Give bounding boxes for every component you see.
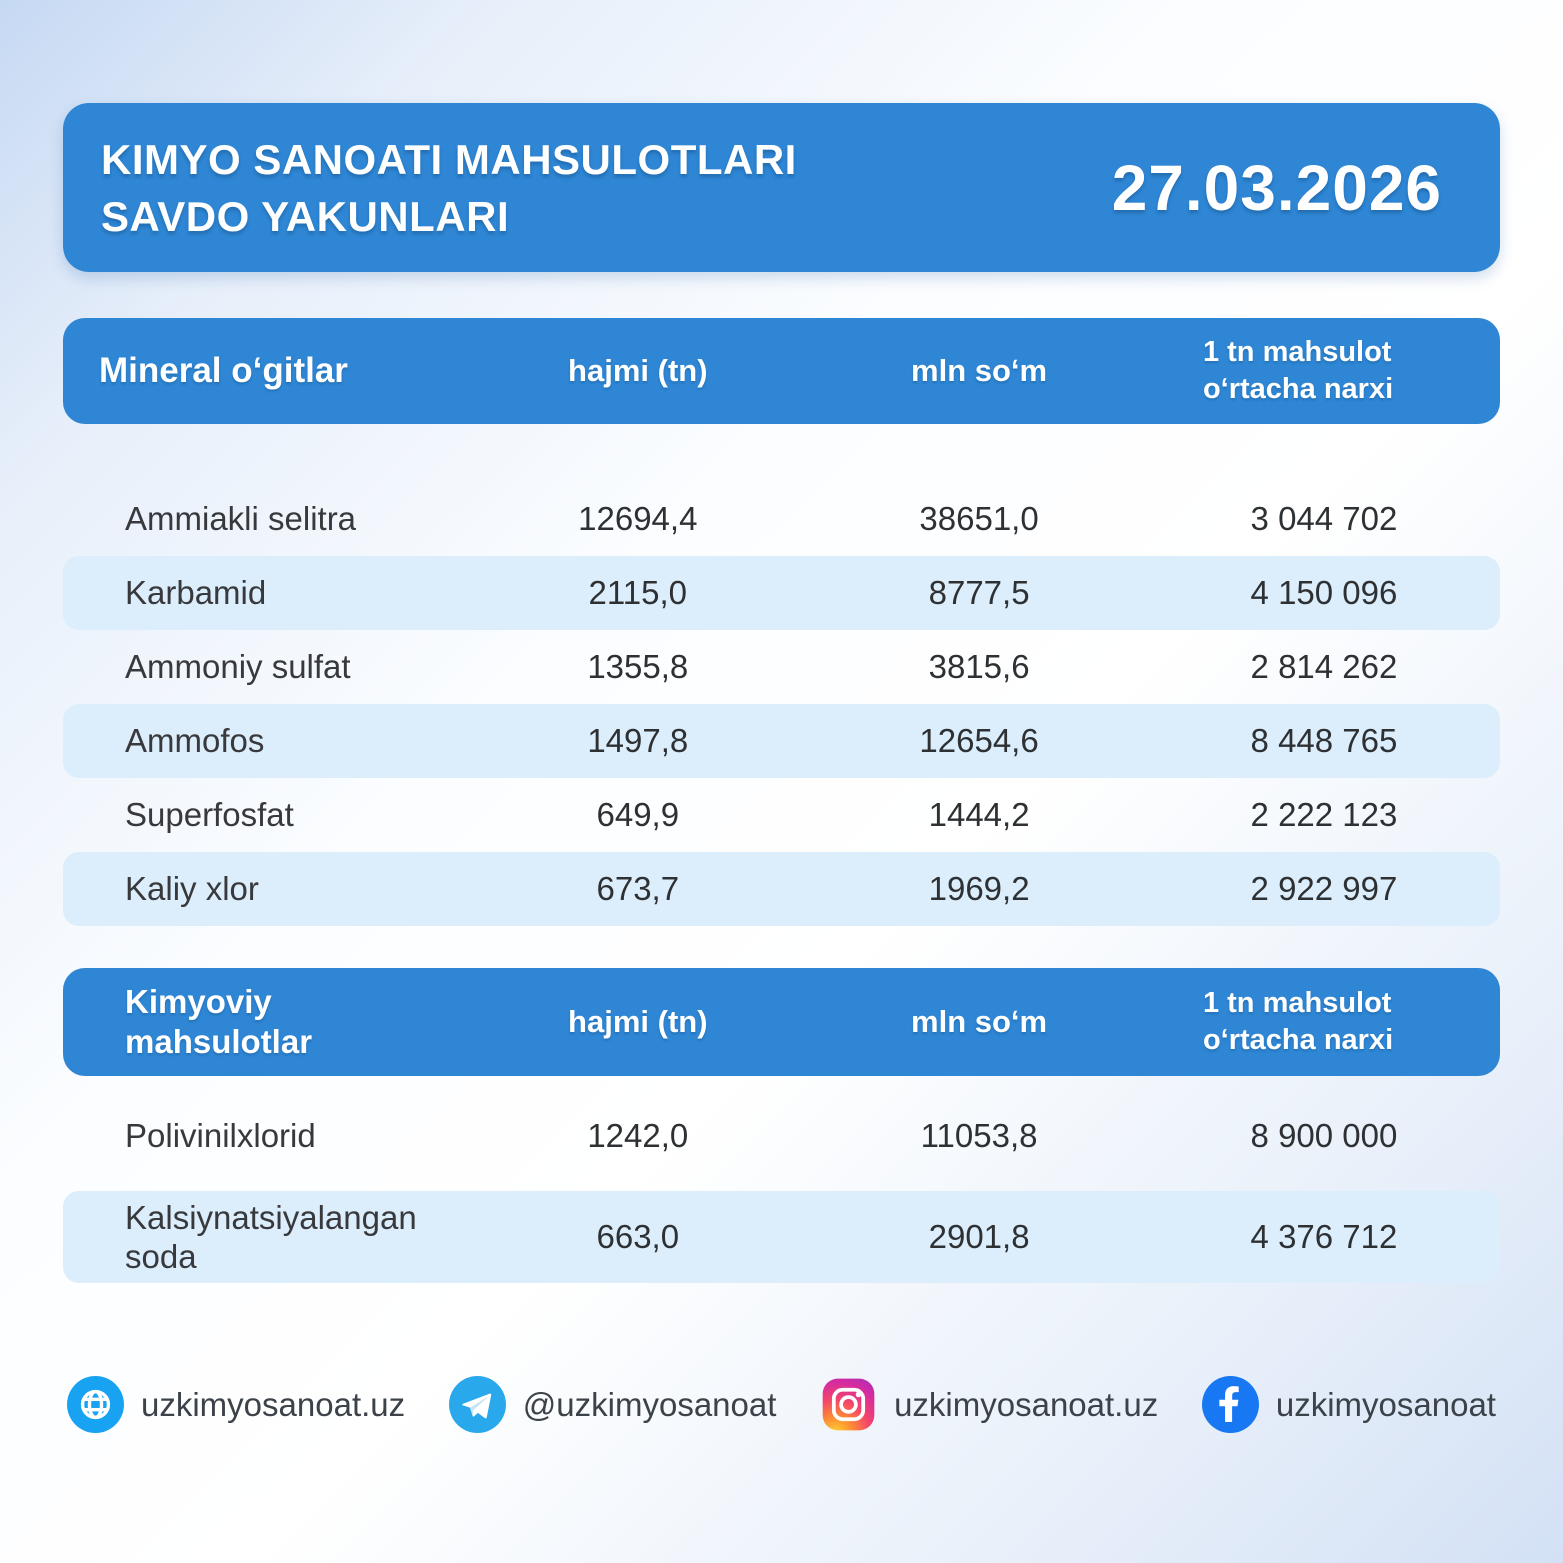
price-cell: 3 044 702: [1250, 500, 1398, 537]
column-header-avg-price-text: 1 tn mahsulot oʻrtacha narxi: [1202, 336, 1394, 405]
facebook-link[interactable]: uzkimyosanoat: [1201, 1376, 1496, 1433]
facebook-label: uzkimyosanoat: [1275, 1385, 1496, 1423]
price-cell: 8 448 765: [1250, 722, 1398, 759]
table-row: Ammoniy sulfat 1355,8 3815,6 2 814 262: [63, 630, 1500, 704]
chemicals-table-header: Kimyoviy mahsulotlar hajmi (tn) mln soʻm…: [63, 968, 1500, 1076]
instagram-label: uzkimyosanoat.uz: [894, 1385, 1159, 1423]
column-header-product: Mineral oʻgitlar: [99, 351, 348, 390]
table-row: Karbamid 2115,0 8777,5 4 150 096: [63, 556, 1500, 630]
page-title-line1: KIMYO SANOATI MAHSULOTLARI: [101, 135, 797, 183]
volume-cell: 1242,0: [587, 1117, 689, 1154]
price-cell: 8 900 000: [1250, 1117, 1398, 1154]
table-row: Superfosfat 649,9 1444,2 2 222 123: [63, 778, 1500, 852]
telegram-icon: [448, 1376, 506, 1433]
volume-cell: 2115,0: [588, 574, 688, 611]
amount-cell: 2901,8: [928, 1218, 1030, 1255]
product-name-cell: Ammoniy sulfat: [125, 648, 351, 685]
volume-cell: 649,9: [596, 796, 680, 833]
page-title-line2: SAVDO YAKUNLARI: [101, 192, 510, 240]
volume-cell: 12694,4: [578, 500, 698, 537]
price-cell: 4 150 096: [1250, 574, 1398, 611]
infographic-page: KIMYO SANOATI MAHSULOTLARI SAVDO YAKUNLA…: [63, 103, 1500, 1433]
telegram-label: @uzkimyosanoat: [522, 1385, 777, 1423]
price-cell: 2 222 123: [1250, 796, 1398, 833]
amount-cell: 1444,2: [928, 796, 1030, 833]
product-name-cell: Kaliy xlor: [125, 870, 259, 907]
website-link[interactable]: uzkimyosanoat.uz: [67, 1376, 405, 1433]
page-title: KIMYO SANOATI MAHSULOTLARI SAVDO YAKUNLA…: [101, 131, 797, 245]
column-header-product: Kimyoviy mahsulotlar: [125, 983, 313, 1060]
table-row: Kaliy xlor 673,7 1969,2 2 922 997: [63, 852, 1500, 926]
product-name-cell: Polivinilxlorid: [125, 1117, 316, 1154]
report-date: 27.03.2026: [1111, 151, 1442, 224]
volume-cell: 673,7: [596, 870, 680, 907]
table-row: Kalsiynatsiyalangan soda 663,0 2901,8 4 …: [63, 1191, 1500, 1283]
column-header-avg-price: 1 tn mahsulot oʻrtacha narxi: [1148, 985, 1500, 1059]
amount-cell: 8777,5: [928, 574, 1030, 611]
volume-cell: 1355,8: [587, 648, 689, 685]
column-header-volume: hajmi (tn): [568, 353, 708, 388]
column-header-avg-price: 1 tn mahsulot oʻrtacha narxi: [1148, 334, 1500, 408]
product-name-cell: Karbamid: [125, 574, 267, 611]
column-header-amount: mln soʻm: [911, 1004, 1048, 1039]
fertilizers-table-body: Ammiakli selitra 12694,4 38651,0 3 044 7…: [63, 482, 1500, 926]
price-cell: 2 922 997: [1250, 870, 1398, 907]
table-row: Ammiakli selitra 12694,4 38651,0 3 044 7…: [63, 482, 1500, 556]
column-header-volume: hajmi (tn): [568, 1004, 708, 1039]
fertilizers-table-header: Mineral oʻgitlar hajmi (tn) mln soʻm 1 t…: [63, 318, 1500, 424]
amount-cell: 3815,6: [928, 648, 1030, 685]
instagram-link[interactable]: uzkimyosanoat.uz: [820, 1376, 1158, 1433]
amount-cell: 12654,6: [919, 722, 1039, 759]
column-header-amount: mln soʻm: [911, 353, 1048, 388]
amount-cell: 11053,8: [920, 1117, 1038, 1154]
column-header-avg-price-text: 1 tn mahsulot oʻrtacha narxi: [1202, 987, 1394, 1056]
chemicals-table-body: Polivinilxlorid 1242,0 11053,8 8 900 000…: [63, 1091, 1500, 1283]
footer: uzkimyosanoat.uz @uzkimyosanoat: [63, 1376, 1500, 1433]
product-name-cell: Kalsiynatsiyalangan soda: [125, 1199, 417, 1275]
price-cell: 4 376 712: [1250, 1218, 1398, 1255]
amount-cell: 1969,2: [928, 870, 1030, 907]
website-label: uzkimyosanoat.uz: [141, 1385, 406, 1423]
instagram-icon: [820, 1376, 877, 1433]
amount-cell: 38651,0: [919, 500, 1039, 537]
price-cell: 2 814 262: [1250, 648, 1398, 685]
product-name-cell: Ammiakli selitra: [125, 500, 357, 537]
table-row: Ammofos 1497,8 12654,6 8 448 765: [63, 704, 1500, 778]
table-row: Polivinilxlorid 1242,0 11053,8 8 900 000: [63, 1091, 1500, 1181]
product-name-cell: Superfosfat: [125, 796, 294, 833]
telegram-link[interactable]: @uzkimyosanoat: [448, 1376, 777, 1433]
facebook-icon: [1201, 1376, 1259, 1433]
volume-cell: 1497,8: [587, 722, 689, 759]
product-name-cell: Ammofos: [125, 722, 265, 759]
header-box: KIMYO SANOATI MAHSULOTLARI SAVDO YAKUNLA…: [63, 103, 1500, 272]
volume-cell: 663,0: [596, 1218, 680, 1255]
globe-icon: [67, 1376, 124, 1433]
